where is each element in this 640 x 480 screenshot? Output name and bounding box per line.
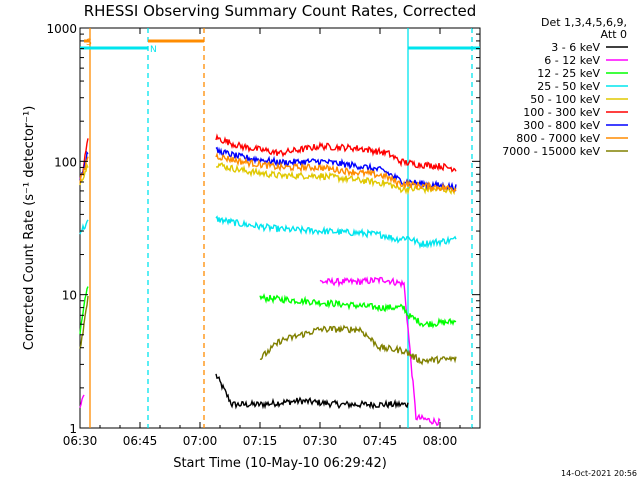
series-line-1-seg-3 — [319, 276, 441, 427]
x-tick-label-5: 07:45 — [363, 434, 398, 448]
flag-n-label: N — [150, 45, 157, 55]
series-line-4-seg-1 — [216, 162, 457, 196]
series-lines — [79, 133, 457, 427]
x-tick-label-1: 06:45 — [123, 434, 158, 448]
x-tick-label-6: 08:00 — [423, 434, 458, 448]
y-axis-label: Corrected Count Rate (s⁻¹ detector⁻¹) — [22, 106, 37, 351]
flag-bars: SN — [80, 38, 480, 55]
series-line-3-seg-0 — [79, 219, 89, 235]
chart-title: RHESSI Observing Summary Count Rates, Co… — [84, 2, 477, 20]
x-tick-label-0: 06:30 — [63, 434, 98, 448]
legend-label-7: 800 - 7000 keV — [516, 132, 600, 145]
legend-label-3: 25 - 50 keV — [537, 80, 600, 93]
legend-label-0: 3 - 6 keV — [551, 41, 600, 54]
legend-label-8: 7000 - 15000 keV — [502, 145, 600, 158]
series-line-8-seg-2 — [259, 324, 457, 366]
series-line-3-seg-1 — [215, 215, 457, 249]
legend-label-2: 12 - 25 keV — [537, 67, 600, 80]
series-line-2-seg-2 — [259, 293, 457, 329]
x-tick-label-2: 07:00 — [183, 434, 218, 448]
footer-timestamp: 14-Oct-2021 20:56 — [561, 469, 637, 478]
series-line-8-seg-0 — [79, 295, 89, 349]
legend-label-1: 6 - 12 keV — [544, 54, 600, 67]
flag-s-label: S — [86, 38, 92, 48]
legend-header-1: Att 0 — [601, 28, 627, 41]
x-tick-label-4: 07:30 — [303, 434, 338, 448]
legend-header-0: Det 1,3,4,5,6,9, — [541, 16, 627, 29]
y-tick-label-1: 10 — [62, 289, 77, 303]
series-line-4-seg-0 — [79, 162, 89, 186]
series-line-7-seg-0 — [79, 156, 89, 184]
legend-label-5: 100 - 300 keV — [523, 106, 600, 119]
legend-label-6: 300 - 800 keV — [523, 119, 600, 132]
series-line-0-seg-0 — [215, 373, 409, 410]
y-tick-label-0: 1 — [69, 422, 77, 436]
series-line-7-seg-1 — [215, 152, 457, 193]
x-axis-label: Start Time (10-May-10 06:29:42) — [173, 456, 387, 471]
y-tick-label-3: 1000 — [46, 22, 77, 36]
legend-label-4: 50 - 100 keV — [530, 93, 600, 106]
time-markers — [89, 28, 473, 428]
series-line-2-seg-0 — [79, 286, 89, 335]
y-tick-label-2: 100 — [54, 155, 77, 169]
axes: 06:30 06:45 07:00 07:15 07:30 07:45 08:00 1 10 10… — [46, 22, 481, 448]
x-tick-label-3: 07:15 — [243, 434, 278, 448]
series-line-1-seg-0 — [79, 394, 85, 408]
series-line-5-seg-1 — [215, 133, 457, 173]
